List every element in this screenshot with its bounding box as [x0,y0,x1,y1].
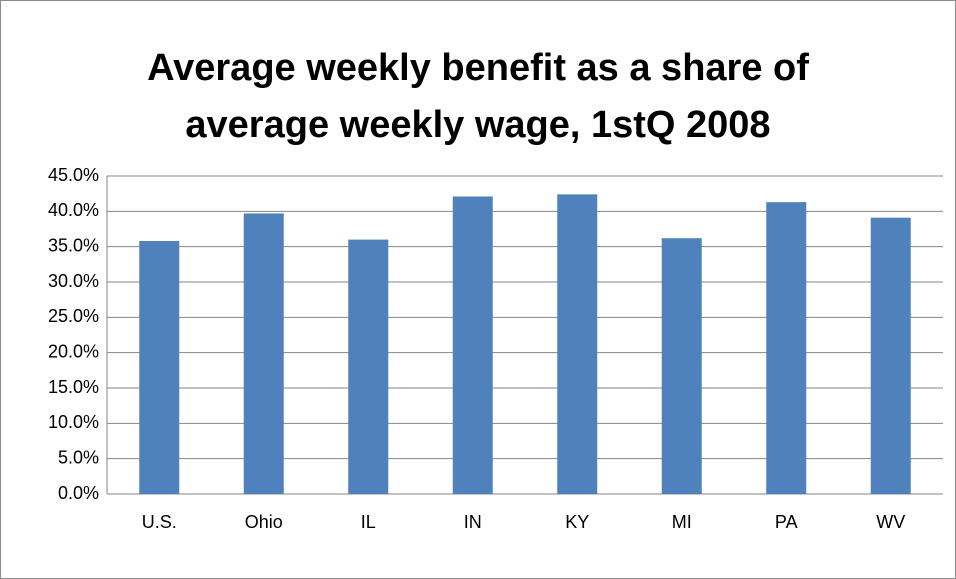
y-tick-label: 15.0% [48,377,99,397]
bar [557,194,598,494]
x-tick-label: IN [464,512,482,532]
x-tick-label: WV [876,512,905,532]
bar [243,213,284,494]
x-tick-label: KY [565,512,589,532]
x-tick-label: U.S. [142,512,177,532]
bar [348,239,389,494]
bar [661,238,702,494]
y-tick-label: 5.0% [58,447,99,467]
bar [870,217,911,494]
y-tick-label: 30.0% [48,271,99,291]
y-tick-label: 20.0% [48,341,99,361]
y-tick-label: 25.0% [48,306,99,326]
y-tick-label: 40.0% [48,200,99,220]
y-tick-label: 45.0% [48,165,99,185]
y-tick-label: 35.0% [48,235,99,255]
bar [139,241,180,494]
y-tick-label: 0.0% [58,483,99,503]
bar [452,196,493,494]
x-tick-label: IL [361,512,376,532]
y-tick-label: 10.0% [48,412,99,432]
x-tick-label: Ohio [245,512,283,532]
x-tick-label: MI [672,512,692,532]
x-tick-label: PA [775,512,798,532]
bar [766,202,807,494]
chart-title: Average weekly benefit as a share of ave… [147,47,809,146]
